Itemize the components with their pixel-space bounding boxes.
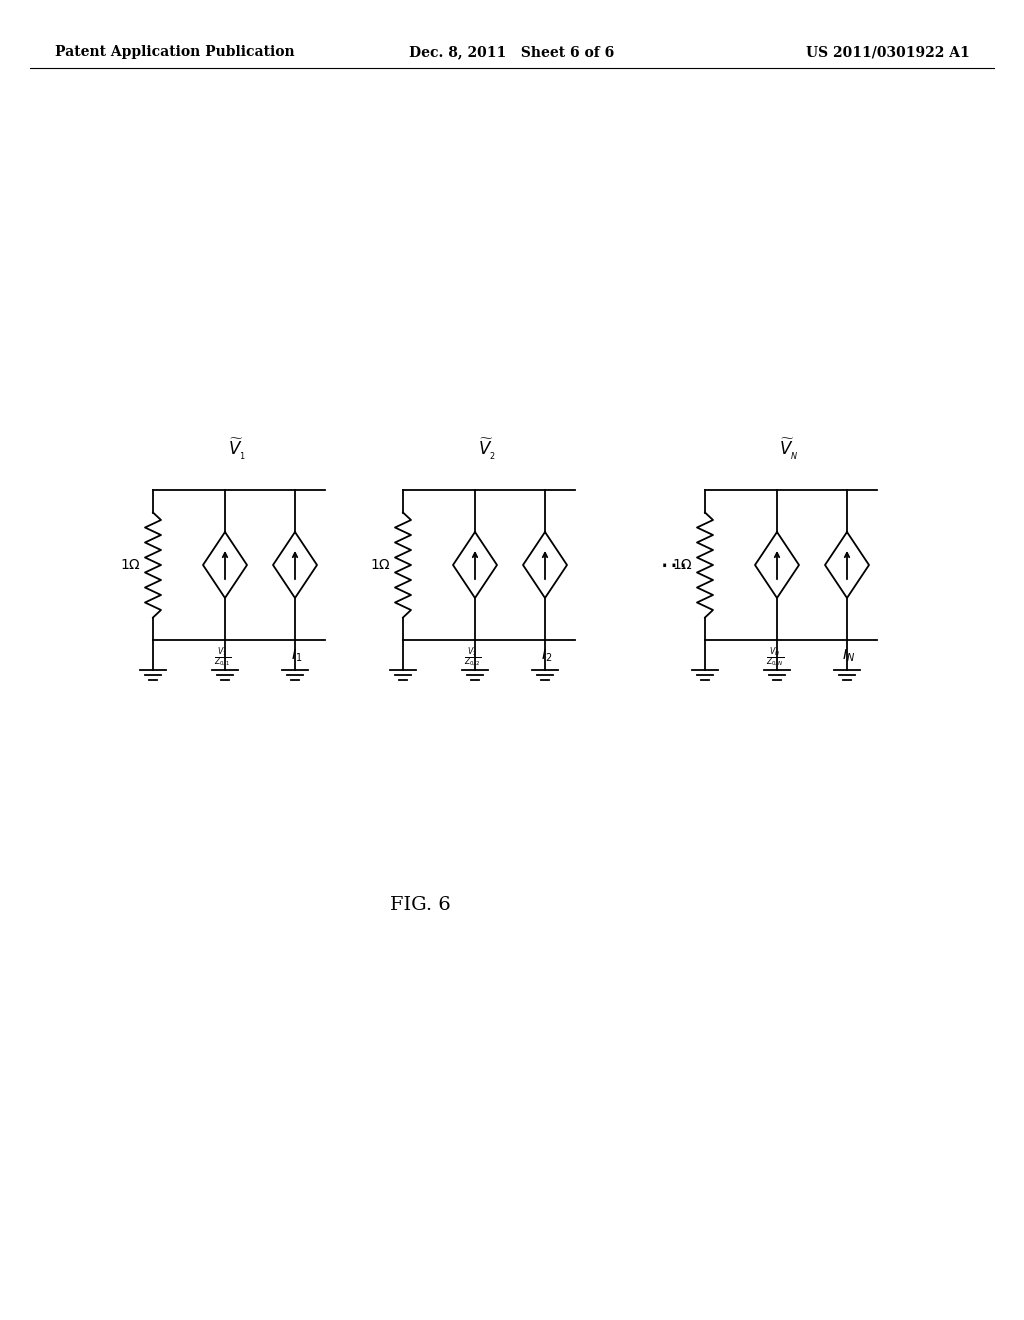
Text: $I_N$: $I_N$ [843, 648, 856, 664]
Text: US 2011/0301922 A1: US 2011/0301922 A1 [806, 45, 970, 59]
Text: $1\Omega$: $1\Omega$ [120, 558, 141, 572]
Text: FIG. 6: FIG. 6 [389, 896, 451, 913]
Text: $\frac{V_N}{Z_{0,N}}$: $\frac{V_N}{Z_{0,N}}$ [766, 645, 784, 669]
Text: $\cdots$: $\cdots$ [658, 550, 685, 579]
Text: Dec. 8, 2011   Sheet 6 of 6: Dec. 8, 2011 Sheet 6 of 6 [410, 45, 614, 59]
Text: $1\Omega$: $1\Omega$ [370, 558, 391, 572]
Text: $1\Omega$: $1\Omega$ [672, 558, 693, 572]
Text: $\frac{V_2}{Z_{0,2}}$: $\frac{V_2}{Z_{0,2}}$ [464, 645, 481, 669]
Text: $\frac{V_1}{Z_{0,1}}$: $\frac{V_1}{Z_{0,1}}$ [214, 645, 231, 669]
Text: Patent Application Publication: Patent Application Publication [55, 45, 295, 59]
Text: $I_2$: $I_2$ [542, 648, 553, 664]
Text: $\widetilde{V}_{_1}$: $\widetilde{V}_{_1}$ [228, 436, 246, 462]
Text: $\widetilde{V}_{_2}$: $\widetilde{V}_{_2}$ [478, 436, 496, 462]
Text: $I_1$: $I_1$ [292, 648, 303, 664]
Text: $\widetilde{V}_{_N}$: $\widetilde{V}_{_N}$ [779, 436, 799, 462]
